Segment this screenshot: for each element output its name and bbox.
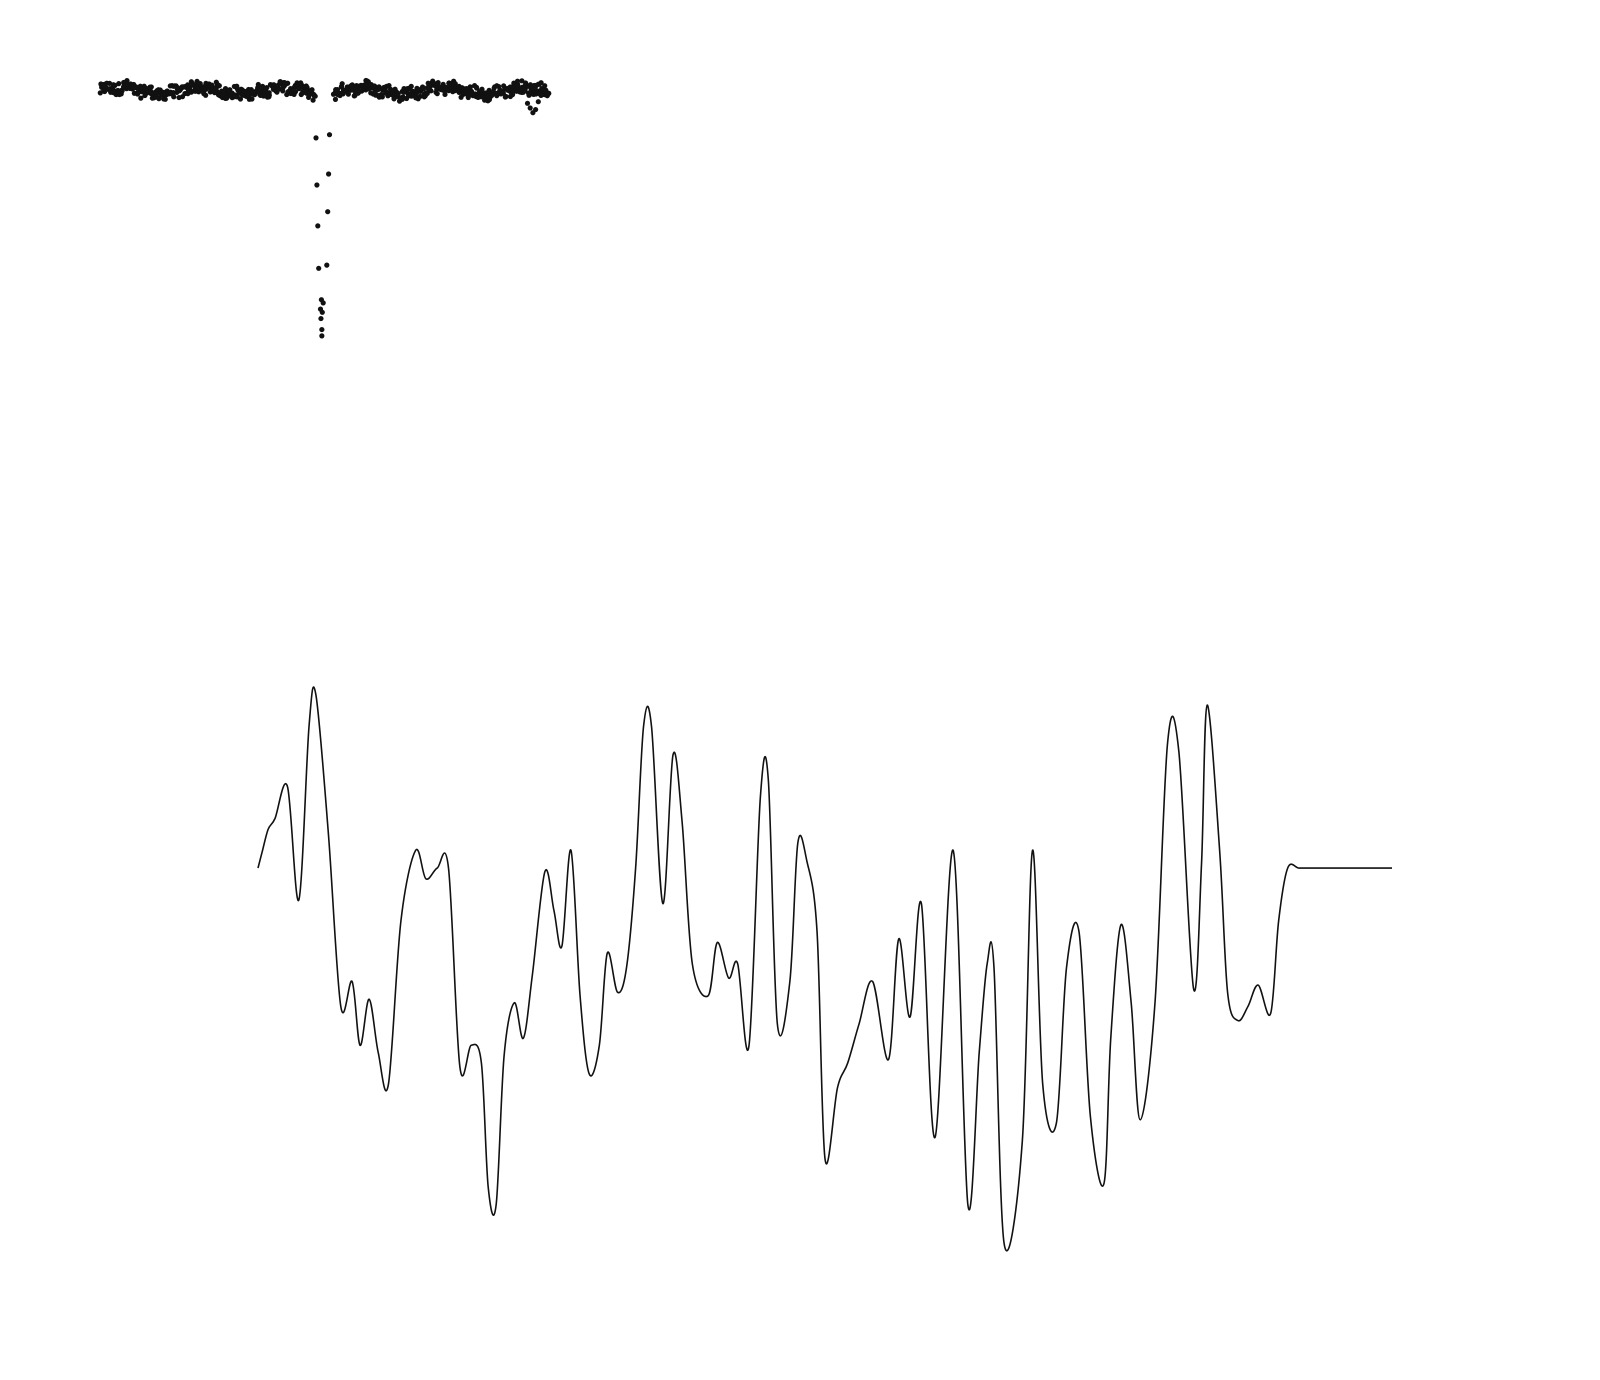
- scatter-point: [319, 333, 325, 339]
- scatter-point: [97, 90, 103, 96]
- scatter-point: [408, 83, 414, 89]
- scatter-point: [503, 93, 509, 100]
- scatter-point: [319, 309, 325, 315]
- scatter-point: [124, 78, 130, 84]
- scatter-point: [255, 81, 261, 88]
- scatter-point: [417, 93, 423, 99]
- scatter-point: [219, 88, 225, 94]
- scatter-point: [332, 96, 339, 102]
- scatter-point: [533, 106, 539, 113]
- scatter-point: [376, 84, 382, 90]
- scatter-point: [465, 94, 471, 101]
- scatter-point: [249, 96, 255, 102]
- scatter-point: [314, 182, 320, 188]
- scatter-point: [509, 92, 516, 98]
- scatter-plot: [97, 77, 552, 339]
- scatter-point: [171, 94, 177, 100]
- scatter-point: [313, 135, 319, 141]
- scatter-point: [315, 223, 321, 229]
- scatter-point: [320, 300, 326, 306]
- scatter-point: [442, 91, 448, 98]
- scatter-point: [318, 315, 324, 322]
- scatter-point: [399, 96, 405, 102]
- scatter-point: [319, 326, 325, 333]
- scatter-point: [395, 90, 401, 97]
- scatter-point: [434, 91, 440, 97]
- scatter-point: [134, 91, 141, 97]
- line-plot: [257, 686, 1392, 1252]
- scatter-point: [237, 96, 244, 102]
- scatter-point: [542, 83, 548, 89]
- scatter-point: [264, 85, 270, 91]
- scatter-point: [326, 171, 332, 177]
- scatter-point: [138, 95, 144, 101]
- scatter-point: [234, 83, 240, 89]
- scatter-point: [435, 80, 441, 86]
- scatter-point: [285, 80, 291, 86]
- scatter-point: [276, 86, 282, 92]
- scatter-point: [209, 82, 215, 88]
- scatter-point: [260, 84, 266, 90]
- scatter-point: [339, 81, 345, 87]
- scatter-point: [116, 81, 122, 87]
- scatter-point: [474, 85, 480, 91]
- scatter-point: [514, 78, 521, 84]
- scatter-point: [246, 92, 253, 98]
- scatter-point: [538, 80, 544, 86]
- scatter-point: [524, 100, 531, 106]
- series-line: [257, 686, 1392, 1252]
- scatter-point: [538, 92, 544, 99]
- scatter-point: [310, 97, 316, 103]
- scatter-point: [428, 88, 434, 94]
- scatter-point: [345, 91, 351, 97]
- scatter-point: [325, 209, 331, 215]
- scatter-point: [266, 92, 272, 98]
- scatter-point: [535, 99, 541, 105]
- scatter-point: [324, 262, 330, 268]
- scatter-point: [316, 265, 322, 271]
- scatter-point: [292, 89, 299, 95]
- scatter-point: [148, 84, 154, 90]
- scatter-point: [527, 105, 533, 111]
- scatter-point: [312, 93, 318, 99]
- scatter-point: [162, 96, 168, 102]
- scatter-point: [156, 96, 162, 102]
- scatter-point: [203, 92, 209, 98]
- scatter-point: [467, 84, 473, 90]
- scatter-point: [379, 93, 385, 99]
- scatter-point: [546, 90, 552, 96]
- scatter-point: [216, 83, 222, 89]
- scatter-point: [326, 132, 333, 138]
